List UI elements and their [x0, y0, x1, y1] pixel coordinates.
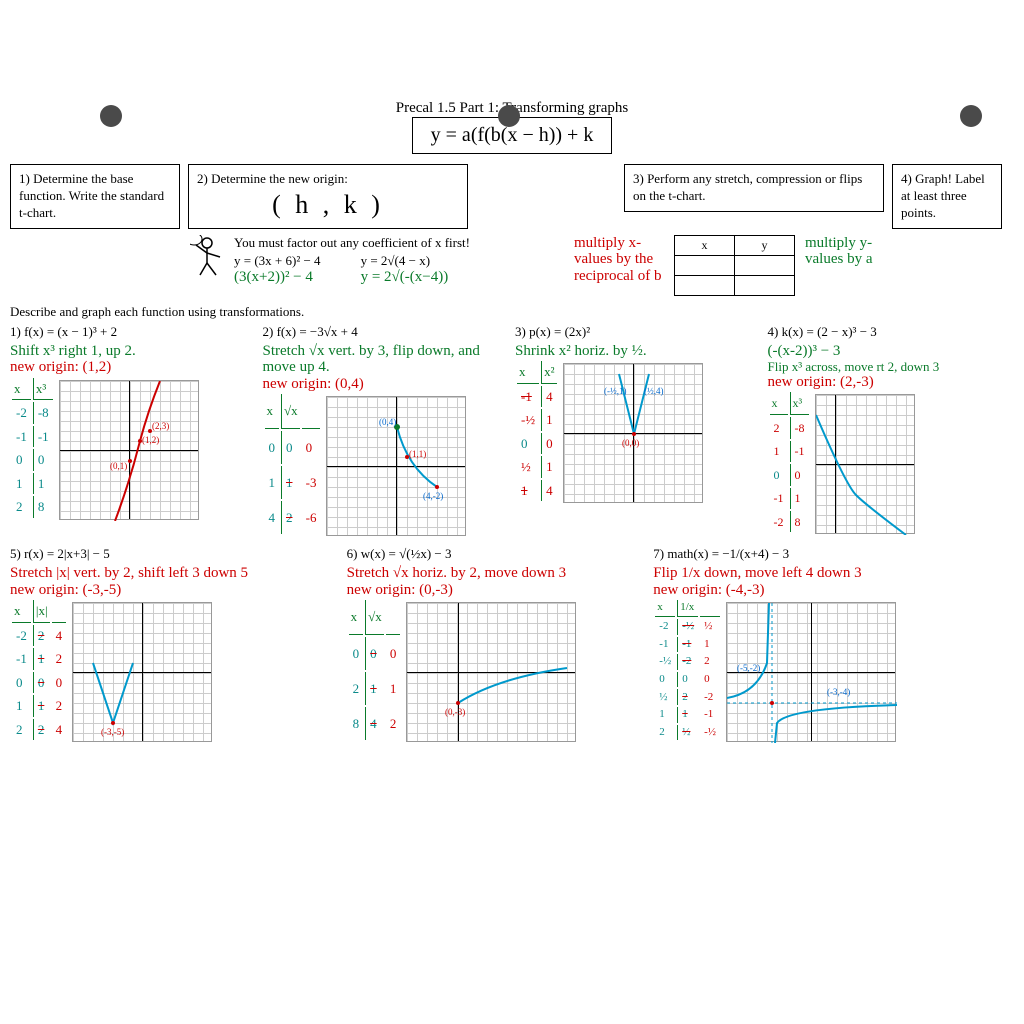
- p5-eq: 5) r(x) = 2|x+3| − 5: [10, 546, 341, 562]
- svg-text:(-5,-2): (-5,-2): [737, 663, 760, 673]
- p6-tchart: x√x 000 211 842: [347, 598, 403, 742]
- step-2-label: 2) Determine the new origin:: [197, 171, 459, 188]
- factor-ex1-green: (3(x+2))² − 4: [234, 269, 321, 286]
- problem-2: 2) f(x) = −3√x + 4 Stretch √x vert. by 3…: [263, 324, 510, 537]
- p5-tchart: x|x| -224 -112 000 112 224: [10, 598, 68, 742]
- punch-hole: [498, 105, 520, 127]
- step-2: 2) Determine the new origin: ( h , k ): [188, 164, 468, 229]
- factor-row: You must factor out any coefficient of x…: [10, 235, 1014, 296]
- p5-orig: new origin: (-3,-5): [10, 582, 341, 599]
- step-1: 1) Determine the base function. Write th…: [10, 164, 180, 229]
- p7-orig: new origin: (-4,-3): [653, 582, 1014, 599]
- problems-row-1: 1) f(x) = (x − 1)³ + 2 Shift x³ right 1,…: [10, 324, 1014, 537]
- svg-text:(-3,-4): (-3,-4): [827, 687, 850, 697]
- svg-text:(0,-3): (0,-3): [445, 707, 465, 717]
- svg-text:(2,3): (2,3): [152, 421, 169, 431]
- punch-hole: [100, 105, 122, 127]
- p1-curve: (0,1) (1,2) (2,3): [60, 381, 200, 521]
- svg-text:(0,4): (0,4): [379, 417, 396, 427]
- p7-curve: (-5,-2) (-3,-4): [727, 603, 897, 743]
- section-label: Describe and graph each function using t…: [10, 304, 1014, 320]
- p3-tchart: xx² -14 -½1 00 ½1 14: [515, 359, 559, 503]
- p2-curve: (0,4) (1,1) (4,-2): [327, 397, 467, 537]
- p2-graph: (0,4) (1,1) (4,-2): [326, 396, 466, 536]
- p2-eq: 2) f(x) = −3√x + 4: [263, 324, 510, 340]
- p6-curve: (0,-3): [407, 603, 577, 743]
- p1-graph: (0,1) (1,2) (2,3): [59, 380, 199, 520]
- p1-orig: new origin: (1,2): [10, 359, 257, 376]
- step-boxes: 1) Determine the base function. Write th…: [10, 164, 1014, 229]
- factor-examples: You must factor out any coefficient of x…: [234, 235, 564, 286]
- svg-text:(½,4): (½,4): [644, 386, 664, 396]
- p1-desc: Shift x³ right 1, up 2.: [10, 343, 257, 360]
- problem-7: 7) math(x) = −1/(x+4) − 3 Flip 1/x down,…: [653, 546, 1014, 742]
- p6-eq: 6) w(x) = √(½x) − 3: [347, 546, 648, 562]
- xy-mini-table: xy: [674, 235, 795, 296]
- p3-curve: (0,0) (-½,1) (½,4): [564, 364, 704, 504]
- p1-tchart: xx³ -2-8 -1-1 00 11 28: [10, 376, 55, 520]
- factor-ex2: y = 2√(4 − x): [361, 253, 449, 269]
- p2-desc: Stretch √x vert. by 3, flip down, and mo…: [263, 343, 510, 376]
- svg-text:(1,2): (1,2): [142, 435, 159, 445]
- p6-graph: (0,-3): [406, 602, 576, 742]
- svg-text:(-½,1): (-½,1): [604, 386, 627, 396]
- problem-4: 4) k(x) = (2 − x)³ − 3 (-(x-2))³ − 3 Fli…: [768, 324, 1015, 537]
- step-3: 3) Perform any stretch, compression or f…: [624, 164, 884, 212]
- p5-graph: (-3,-5): [72, 602, 212, 742]
- p7-tchart: x1/x -2-½½ -1-11 -½-22 000 ½2-2 11-1 2½-…: [653, 598, 722, 742]
- factor-ex1: y = (3x + 6)² − 4: [234, 253, 321, 269]
- p7-eq: 7) math(x) = −1/(x+4) − 3: [653, 546, 1014, 562]
- problem-3: 3) p(x) = (2x)² Shrink x² horiz. by ½. x…: [515, 324, 762, 537]
- step-4: 4) Graph! Label at least three points.: [892, 164, 1002, 229]
- p4-graph: [815, 394, 915, 534]
- p2-tchart: x√x 000 11-3 42-6: [263, 392, 323, 536]
- p3-eq: 3) p(x) = (2x)²: [515, 324, 762, 340]
- stickman-icon: [190, 235, 224, 277]
- step-2-hk: ( h , k ): [197, 188, 459, 222]
- p6-desc: Stretch √x horiz. by 2, move down 3: [347, 565, 648, 582]
- red-note: multiply x-values by the reciprocal of b: [574, 235, 664, 285]
- p1-eq: 1) f(x) = (x − 1)³ + 2: [10, 324, 257, 340]
- svg-text:(0,0): (0,0): [622, 438, 639, 448]
- green-note: multiply y-values by a: [805, 235, 895, 268]
- problem-1: 1) f(x) = (x − 1)³ + 2 Shift x³ right 1,…: [10, 324, 257, 537]
- p3-desc: Shrink x² horiz. by ½.: [515, 343, 762, 360]
- xy-h-y: y: [735, 235, 795, 255]
- problem-6: 6) w(x) = √(½x) − 3 Stretch √x horiz. by…: [347, 546, 648, 742]
- p4-eq: 4) k(x) = (2 − x)³ − 3: [768, 324, 1015, 340]
- svg-text:(4,-2): (4,-2): [423, 491, 443, 501]
- p6-orig: new origin: (0,-3): [347, 582, 648, 599]
- punch-hole: [960, 105, 982, 127]
- p4-tchart: xx³ 2-8 1-1 00 -11 -28: [768, 390, 811, 534]
- problems-row-2: 5) r(x) = 2|x+3| − 5 Stretch |x| vert. b…: [10, 546, 1014, 742]
- factor-rule: You must factor out any coefficient of x…: [234, 235, 564, 251]
- p4-orig: new origin: (2,-3): [768, 374, 1015, 391]
- p5-desc: Stretch |x| vert. by 2, shift left 3 dow…: [10, 565, 341, 582]
- svg-text:(-3,-5): (-3,-5): [101, 727, 124, 737]
- svg-text:(0,1): (0,1): [110, 461, 127, 471]
- problem-5: 5) r(x) = 2|x+3| − 5 Stretch |x| vert. b…: [10, 546, 341, 742]
- p4-eqg: (-(x-2))³ − 3: [768, 343, 1015, 360]
- p4-curve: [816, 395, 916, 535]
- p7-desc: Flip 1/x down, move left 4 down 3: [653, 565, 1014, 582]
- xy-h-x: x: [675, 235, 735, 255]
- p7-graph: (-5,-2) (-3,-4): [726, 602, 896, 742]
- factor-ex2-green: y = 2√(-(x−4)): [361, 269, 449, 286]
- p3-graph: (0,0) (-½,1) (½,4): [563, 363, 703, 503]
- p2-orig: new origin: (0,4): [263, 376, 510, 393]
- p4-desc: Flip x³ across, move rt 2, down 3: [768, 360, 1015, 374]
- svg-text:(1,1): (1,1): [409, 449, 426, 459]
- p5-curve: (-3,-5): [73, 603, 213, 743]
